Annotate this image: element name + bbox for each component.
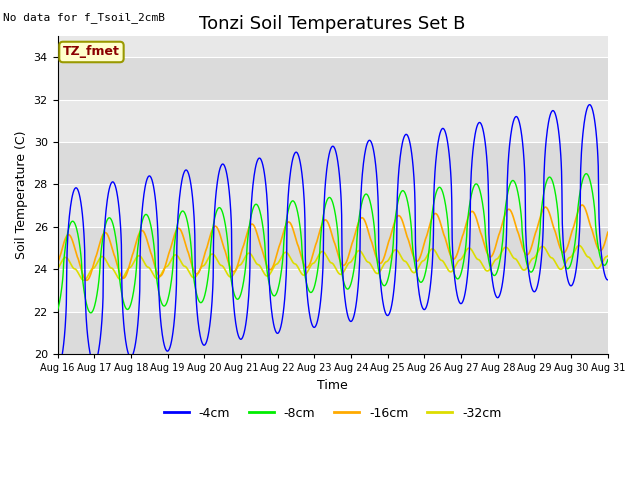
-16cm <box>177 227 184 232</box>
-4cm <box>418 304 426 310</box>
-16cm <box>83 277 90 283</box>
-32cm <box>54 266 61 272</box>
-8cm <box>604 257 612 263</box>
-8cm <box>582 171 590 177</box>
Bar <box>58 269 608 312</box>
-4cm <box>604 277 612 283</box>
-32cm <box>80 277 88 283</box>
-4cm <box>586 102 593 108</box>
Legend: -4cm, -8cm, -16cm, -32cm: -4cm, -8cm, -16cm, -32cm <box>159 402 507 425</box>
Title: Tonzi Soil Temperatures Set B: Tonzi Soil Temperatures Set B <box>200 15 466 33</box>
-16cm <box>238 248 246 253</box>
-8cm <box>539 196 547 202</box>
-8cm <box>490 273 498 278</box>
Bar <box>58 184 608 227</box>
-16cm <box>539 207 547 213</box>
-32cm <box>539 243 547 249</box>
-4cm <box>163 348 170 353</box>
-32cm <box>490 258 498 264</box>
Line: -16cm: -16cm <box>58 205 608 280</box>
-16cm <box>54 261 61 267</box>
Bar <box>58 227 608 269</box>
-16cm <box>579 202 586 208</box>
-8cm <box>177 211 184 216</box>
Line: -8cm: -8cm <box>58 174 608 313</box>
-8cm <box>163 300 171 305</box>
Bar <box>58 57 608 99</box>
X-axis label: Time: Time <box>317 379 348 392</box>
-32cm <box>238 260 246 266</box>
Bar <box>58 142 608 184</box>
-4cm <box>539 242 547 248</box>
-8cm <box>54 308 61 313</box>
-32cm <box>177 257 184 263</box>
Bar <box>58 312 608 354</box>
Line: -32cm: -32cm <box>58 246 608 280</box>
Text: TZ_fmet: TZ_fmet <box>63 46 120 59</box>
Y-axis label: Soil Temperature (C): Soil Temperature (C) <box>15 131 28 259</box>
-8cm <box>87 310 95 316</box>
Bar <box>58 99 608 142</box>
Text: No data for f_Tsoil_2cmB: No data for f_Tsoil_2cmB <box>3 12 165 23</box>
-4cm <box>54 366 61 372</box>
-32cm <box>163 264 171 269</box>
-8cm <box>419 278 426 284</box>
-4cm <box>176 191 184 197</box>
-32cm <box>604 253 612 259</box>
-4cm <box>490 286 498 292</box>
-32cm <box>575 243 583 249</box>
-16cm <box>490 248 498 254</box>
-16cm <box>163 257 171 263</box>
-16cm <box>419 247 426 253</box>
-16cm <box>604 229 612 235</box>
-32cm <box>419 258 426 264</box>
-4cm <box>237 336 245 342</box>
-8cm <box>238 288 246 293</box>
Line: -4cm: -4cm <box>58 105 608 369</box>
